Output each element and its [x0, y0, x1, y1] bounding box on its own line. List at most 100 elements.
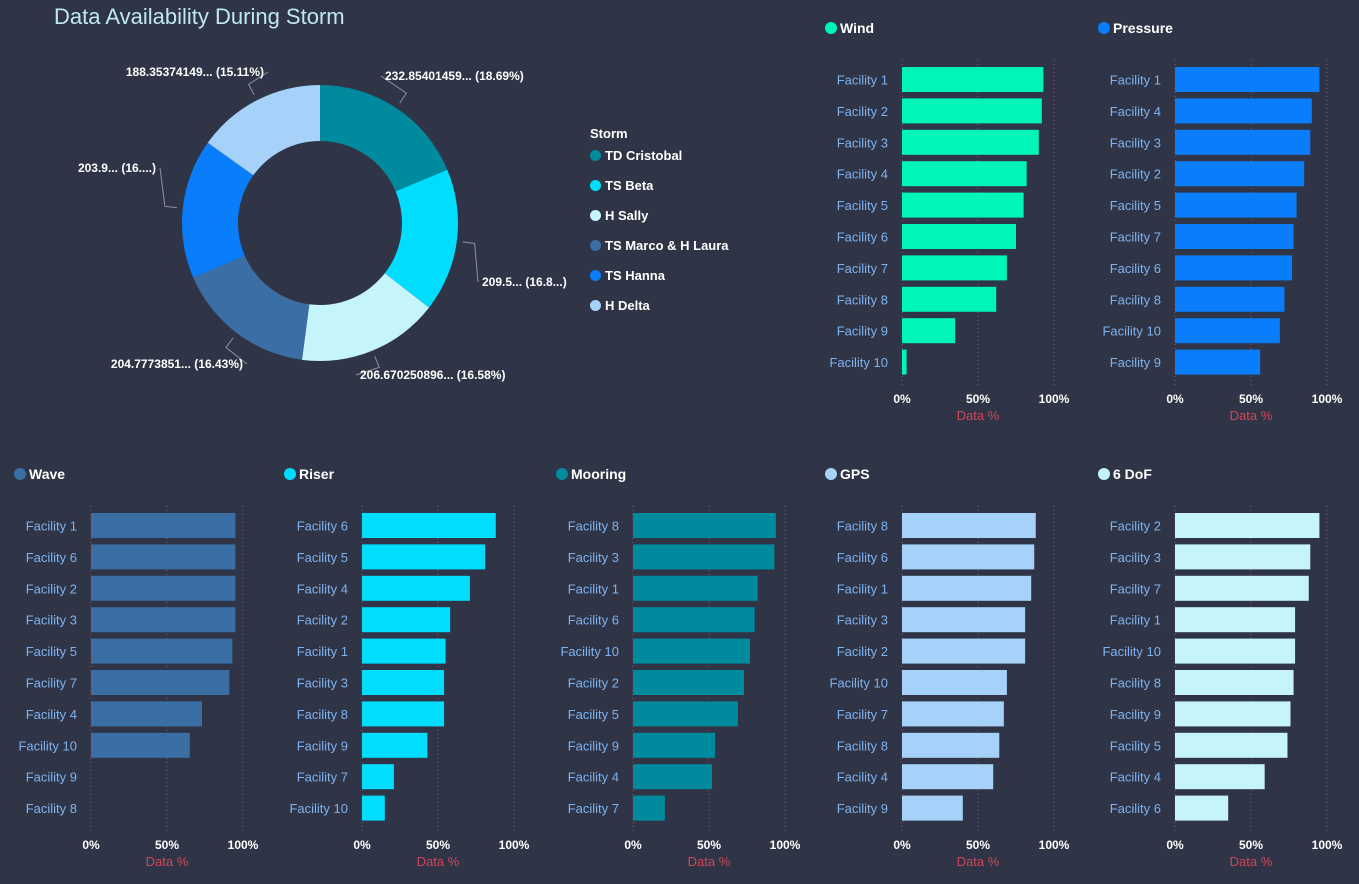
- donut-slice[interactable]: [207, 85, 320, 176]
- bar[interactable]: [902, 98, 1042, 124]
- bar[interactable]: [1175, 255, 1293, 281]
- bar[interactable]: [1175, 349, 1261, 375]
- bar[interactable]: [633, 764, 713, 790]
- bar[interactable]: [633, 575, 758, 601]
- bar[interactable]: [633, 732, 716, 758]
- bar[interactable]: [91, 670, 230, 695]
- bar[interactable]: [91, 607, 236, 633]
- bar[interactable]: [902, 513, 1036, 538]
- bar[interactable]: [91, 544, 236, 570]
- bar[interactable]: [91, 701, 202, 727]
- legend-item[interactable]: TS Hanna: [590, 268, 665, 283]
- series-marker-icon: [825, 22, 837, 34]
- bar[interactable]: [902, 67, 1044, 92]
- bar[interactable]: [1175, 67, 1320, 92]
- bar[interactable]: [362, 670, 445, 695]
- bar[interactable]: [362, 575, 470, 601]
- bar[interactable]: [1175, 192, 1297, 218]
- category-label: Facility 2: [1110, 167, 1161, 182]
- bar[interactable]: [1175, 98, 1312, 124]
- bar[interactable]: [91, 732, 190, 758]
- bar[interactable]: [633, 795, 665, 821]
- bar[interactable]: [902, 286, 997, 312]
- bar[interactable]: [902, 607, 1026, 633]
- x-tick-label: 0%: [82, 838, 100, 852]
- bar[interactable]: [91, 575, 236, 601]
- bar[interactable]: [362, 701, 445, 727]
- bar[interactable]: [902, 544, 1035, 570]
- bar[interactable]: [1175, 161, 1305, 187]
- bar[interactable]: [902, 318, 956, 344]
- bar[interactable]: [362, 607, 451, 633]
- bar[interactable]: [362, 544, 486, 570]
- bar[interactable]: [1175, 607, 1296, 633]
- bar[interactable]: [633, 513, 776, 538]
- donut-slice[interactable]: [320, 85, 448, 192]
- series-marker-icon: [284, 468, 296, 480]
- bar[interactable]: [1175, 129, 1311, 155]
- legend-label: TS Hanna: [605, 268, 665, 283]
- bar[interactable]: [902, 161, 1027, 187]
- bar[interactable]: [1175, 670, 1294, 695]
- donut-slice[interactable]: [301, 273, 430, 361]
- category-label: Facility 2: [26, 581, 77, 596]
- bar[interactable]: [902, 575, 1032, 601]
- bar[interactable]: [902, 638, 1026, 664]
- bar[interactable]: [1175, 701, 1291, 727]
- bar[interactable]: [1175, 544, 1311, 570]
- bar[interactable]: [902, 670, 1007, 695]
- legend-item[interactable]: TD Cristobal: [590, 148, 682, 163]
- category-label: Facility 1: [26, 519, 77, 534]
- bar[interactable]: [633, 607, 755, 633]
- bar[interactable]: [1175, 224, 1294, 249]
- bar[interactable]: [362, 513, 496, 538]
- bar[interactable]: [902, 795, 963, 821]
- x-tick-label: 50%: [966, 392, 990, 406]
- bar[interactable]: [902, 701, 1004, 727]
- bar[interactable]: [1175, 318, 1280, 344]
- legend-item[interactable]: H Sally: [590, 208, 648, 223]
- bar[interactable]: [1175, 638, 1296, 664]
- bar[interactable]: [1175, 764, 1265, 790]
- bar[interactable]: [362, 764, 394, 790]
- bar[interactable]: [633, 544, 775, 570]
- bar[interactable]: [91, 513, 236, 538]
- series-name: Wave: [29, 466, 65, 482]
- bar[interactable]: [633, 638, 751, 664]
- 6dof-bar-chart: 6 DoF Facility 2 Facility 3 Facility 7 Facil…: [1098, 466, 1343, 869]
- bar[interactable]: [1175, 575, 1309, 601]
- x-tick-label: 100%: [228, 838, 259, 852]
- donut-slice[interactable]: [182, 142, 254, 278]
- pressure-bar-chart: Pressure Facility 1 Facility 4 Facility 3 Fa…: [1098, 20, 1343, 423]
- legend-item[interactable]: TS Marco & H Laura: [590, 238, 729, 253]
- bar[interactable]: [902, 224, 1016, 249]
- donut-slice[interactable]: [193, 255, 310, 360]
- bar[interactable]: [902, 764, 994, 790]
- bar[interactable]: [902, 255, 1007, 281]
- series-name: Riser: [299, 466, 335, 482]
- category-label: Facility 6: [297, 519, 348, 534]
- bar[interactable]: [91, 638, 233, 664]
- x-tick-label: 100%: [499, 838, 530, 852]
- donut-slice[interactable]: [384, 169, 459, 308]
- bar[interactable]: [1175, 513, 1320, 538]
- category-label: Facility 5: [837, 198, 888, 213]
- bar[interactable]: [902, 349, 907, 375]
- bar[interactable]: [1175, 795, 1229, 821]
- bar[interactable]: [902, 192, 1024, 218]
- x-axis-label: Data %: [1230, 408, 1273, 423]
- legend-item[interactable]: H Delta: [590, 298, 650, 313]
- bar[interactable]: [362, 638, 446, 664]
- bar[interactable]: [633, 670, 744, 695]
- bar[interactable]: [633, 701, 738, 727]
- bar[interactable]: [1175, 286, 1285, 312]
- bar[interactable]: [362, 732, 428, 758]
- bar[interactable]: [902, 732, 1000, 758]
- bar[interactable]: [902, 129, 1039, 155]
- legend-item[interactable]: TS Beta: [590, 178, 653, 193]
- x-tick-label: 0%: [1166, 838, 1184, 852]
- bar[interactable]: [1175, 732, 1288, 758]
- category-label: Facility 4: [1110, 104, 1161, 119]
- gps-bar-chart: GPS Facility 8 Facility 6 Facility 1 Facilit…: [825, 466, 1070, 869]
- bar[interactable]: [362, 795, 385, 821]
